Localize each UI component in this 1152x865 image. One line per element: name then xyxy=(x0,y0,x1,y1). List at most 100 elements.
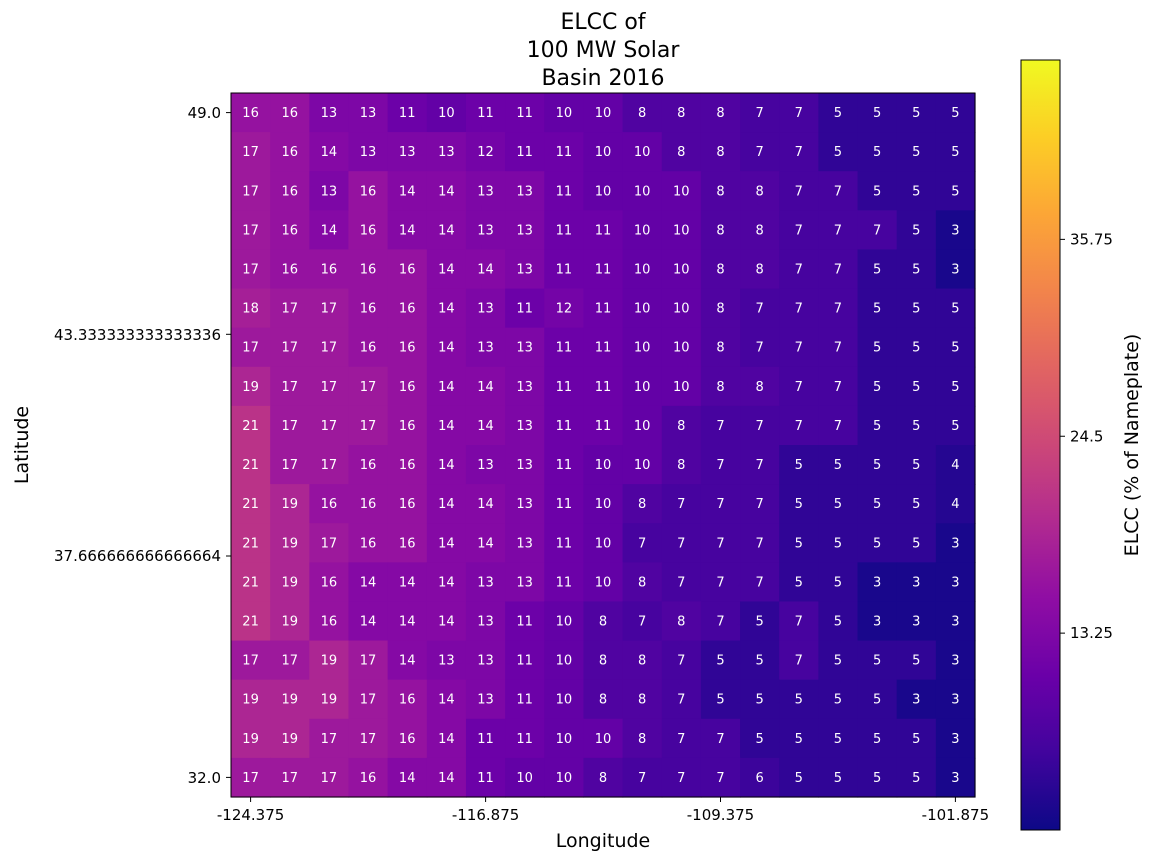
heatmap-cell xyxy=(348,679,389,720)
heatmap-cell xyxy=(387,327,428,368)
heatmap-cell xyxy=(818,210,859,251)
heatmap-cell-label: 5 xyxy=(912,106,920,121)
heatmap-cell xyxy=(583,132,624,172)
heatmap-cell-label: 5 xyxy=(873,419,881,434)
heatmap-cell xyxy=(348,93,389,133)
heatmap-cell-label: 16 xyxy=(399,732,416,747)
heatmap-cell-label: 7 xyxy=(677,497,685,512)
heatmap-cell-label: 5 xyxy=(873,458,881,473)
heatmap-cell xyxy=(309,288,350,329)
heatmap-cell xyxy=(544,718,585,759)
heatmap-cell-label: 7 xyxy=(834,419,842,434)
heatmap-cell xyxy=(661,484,702,524)
heatmap-cell-label: 10 xyxy=(634,223,651,238)
heatmap-cell xyxy=(661,445,702,485)
heatmap-cell-label: 7 xyxy=(677,732,685,747)
heatmap-cell xyxy=(661,93,702,133)
heatmap-cell-label: 10 xyxy=(673,263,690,278)
heatmap-cell xyxy=(505,366,545,407)
heatmap-cell-label: 8 xyxy=(716,106,724,121)
heatmap-cell-label: 10 xyxy=(595,106,612,121)
heatmap-cell-label: 16 xyxy=(360,771,377,786)
heatmap-cell-label: 16 xyxy=(360,497,377,512)
heatmap-cell xyxy=(387,288,428,329)
heatmap-cell xyxy=(818,288,859,329)
heatmap-cell xyxy=(700,484,741,524)
heatmap-cell-label: 5 xyxy=(795,497,803,512)
heatmap-cell-label: 3 xyxy=(912,615,920,630)
heatmap-cell xyxy=(348,757,389,798)
heatmap-cell xyxy=(505,132,545,172)
heatmap-cell xyxy=(818,757,859,798)
heatmap-cell-label: 5 xyxy=(834,497,842,512)
heatmap-cell-label: 11 xyxy=(556,145,573,160)
heatmap-cell xyxy=(779,679,819,720)
colorbar-label: ELCC (% of Nameplate) xyxy=(1121,334,1143,557)
heatmap-cell-label: 16 xyxy=(281,145,298,160)
heatmap-cell-label: 8 xyxy=(638,654,646,669)
heatmap-cell xyxy=(505,210,545,251)
heatmap-cell xyxy=(309,171,350,211)
heatmap-cell-label: 19 xyxy=(321,693,338,708)
heatmap-cell xyxy=(505,405,545,446)
heatmap-cell-label: 12 xyxy=(477,145,494,160)
heatmap-cell xyxy=(348,327,389,368)
heatmap-cell xyxy=(387,679,428,720)
heatmap-cell xyxy=(426,484,467,524)
heatmap-cell-label: 17 xyxy=(242,341,259,356)
heatmap-cell xyxy=(857,93,898,133)
heatmap-cell-label: 8 xyxy=(638,693,646,708)
heatmap-cell-label: 16 xyxy=(399,341,416,356)
heatmap-cell xyxy=(700,210,741,251)
heatmap-cell-label: 19 xyxy=(242,732,259,747)
heatmap-cell xyxy=(857,366,898,407)
heatmap-cell xyxy=(740,327,780,368)
heatmap-cell xyxy=(700,757,741,798)
heatmap-cell-label: 19 xyxy=(281,536,298,551)
heatmap-cell xyxy=(270,562,310,603)
heatmap-cell xyxy=(309,523,350,563)
heatmap-cell-label: 5 xyxy=(873,536,881,551)
heatmap-cell-label: 11 xyxy=(556,184,573,199)
heatmap-cell xyxy=(896,210,937,251)
heatmap-cell-label: 11 xyxy=(595,263,612,278)
heatmap-cell xyxy=(700,562,741,603)
heatmap-cell-label: 14 xyxy=(399,615,416,630)
heatmap-cell xyxy=(270,249,310,290)
heatmap-cell xyxy=(896,93,937,133)
heatmap-cell xyxy=(426,718,467,759)
heatmap-cell-label: 14 xyxy=(477,419,494,434)
heatmap-cell-label: 5 xyxy=(951,145,959,160)
heatmap-cell xyxy=(935,601,976,642)
heatmap-cell xyxy=(935,640,976,681)
heatmap-cell-label: 5 xyxy=(873,263,881,278)
heatmap-cell xyxy=(661,523,702,563)
heatmap-cell-label: 14 xyxy=(438,497,455,512)
heatmap-cell xyxy=(270,445,310,485)
heatmap-cell xyxy=(818,484,859,524)
heatmap-cell xyxy=(896,366,937,407)
heatmap-cell-label: 13 xyxy=(477,693,494,708)
heatmap-cell-label: 5 xyxy=(912,380,920,395)
heatmap-cell xyxy=(896,718,937,759)
heatmap-cell-label: 5 xyxy=(834,654,842,669)
heatmap-cell-label: 17 xyxy=(360,654,377,669)
heatmap-cell xyxy=(740,562,780,603)
heatmap-cell-label: 10 xyxy=(556,771,573,786)
heatmap-cell-label: 10 xyxy=(556,654,573,669)
heatmap-cell-label: 10 xyxy=(634,341,651,356)
heatmap-cell xyxy=(465,132,506,172)
heatmap-cell xyxy=(465,171,506,211)
heatmap-cell-label: 14 xyxy=(399,223,416,238)
x-tick: -124.375 xyxy=(217,797,284,824)
heatmap-cell-label: 11 xyxy=(516,302,533,317)
heatmap-cell xyxy=(700,405,741,446)
heatmap-cell-label: 11 xyxy=(516,615,533,630)
heatmap-cell xyxy=(818,523,859,563)
heatmap-cell-label: 5 xyxy=(912,184,920,199)
heatmap-cell-label: 5 xyxy=(912,341,920,356)
heatmap-cell xyxy=(779,249,819,290)
y-tick-label: 37.666666666666664 xyxy=(54,547,221,565)
heatmap-cell xyxy=(387,523,428,563)
